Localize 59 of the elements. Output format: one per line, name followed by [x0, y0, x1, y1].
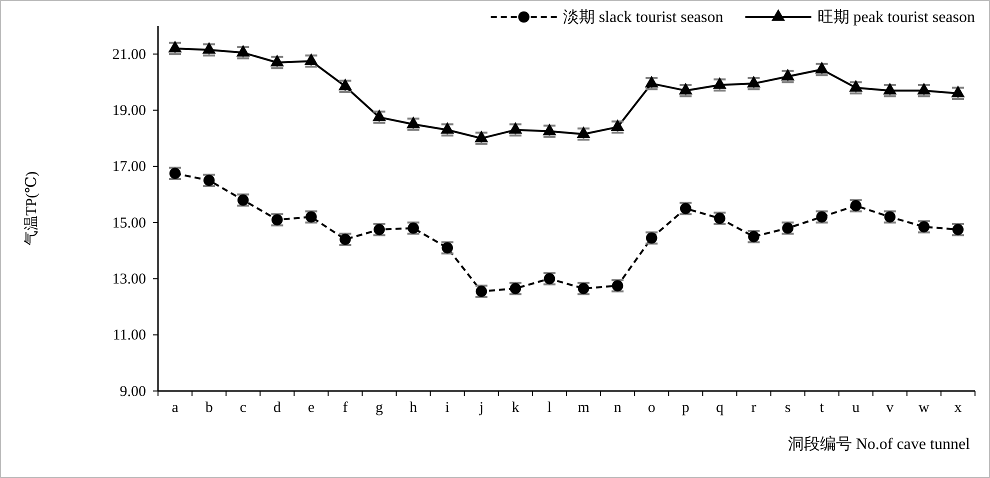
- point: [849, 80, 863, 92]
- x-tick-label: i: [445, 400, 450, 416]
- point: [883, 82, 897, 94]
- point: [338, 78, 352, 90]
- x-tick-label: p: [682, 400, 690, 416]
- point: [815, 62, 829, 74]
- x-tick-label: a: [172, 400, 179, 416]
- y-axis-title: 气温TP(℃): [23, 171, 40, 246]
- point: [746, 76, 761, 88]
- point: [270, 54, 284, 66]
- point: [678, 82, 692, 94]
- point: [712, 77, 726, 89]
- point: [304, 53, 318, 66]
- x-tick-label: d: [273, 400, 282, 416]
- x-tick-label: o: [648, 400, 656, 416]
- y-tick-label: 17.00: [112, 159, 146, 176]
- point: [508, 122, 522, 134]
- point: [406, 116, 420, 128]
- x-tick-label: e: [308, 400, 315, 416]
- point: [610, 119, 624, 131]
- x-tick-label: v: [886, 400, 894, 416]
- x-tick-label: b: [205, 400, 213, 416]
- x-tick-label: f: [342, 400, 348, 416]
- x-axis-title: 洞段编号 No.of cave tunnel: [788, 435, 971, 453]
- point: [372, 109, 386, 122]
- point: [644, 76, 658, 88]
- point: [576, 126, 590, 138]
- x-tick-label: h: [410, 400, 418, 416]
- x-tick-label: c: [240, 400, 247, 416]
- point: [440, 122, 454, 134]
- y-tick-label: 21.00: [112, 46, 146, 63]
- x-tick-label: k: [512, 400, 520, 416]
- legend-label: 淡期 slack tourist season: [562, 8, 724, 26]
- y-tick-label: 19.00: [112, 103, 146, 120]
- x-tick-label: j: [478, 400, 484, 416]
- x-tick-label: n: [614, 400, 622, 416]
- point: [780, 68, 795, 80]
- y-tick-label: 13.00: [112, 271, 146, 288]
- legend-label: 旺期 peak tourist season: [817, 8, 975, 26]
- x-tick-label: r: [751, 400, 756, 416]
- x-tick-label: g: [376, 400, 384, 416]
- x-tick-label: s: [784, 400, 791, 416]
- x-tick-label: m: [578, 400, 590, 416]
- x-tick-label: l: [547, 400, 552, 416]
- point: [917, 82, 931, 94]
- y-tick-label: 15.00: [112, 215, 146, 232]
- x-tick-label: w: [918, 400, 930, 416]
- x-tick-label: x: [954, 400, 962, 416]
- y-tick-label: 11.00: [112, 328, 146, 344]
- point: [542, 123, 556, 136]
- y-tick-label: 9.00: [120, 384, 146, 400]
- x-tick-label: u: [852, 400, 860, 416]
- point: [202, 42, 216, 54]
- x-tick-label: t: [820, 400, 825, 416]
- point: [951, 86, 965, 98]
- point: [474, 130, 488, 142]
- point: [168, 40, 182, 52]
- point: [236, 44, 250, 57]
- x-tick-label: q: [716, 400, 724, 416]
